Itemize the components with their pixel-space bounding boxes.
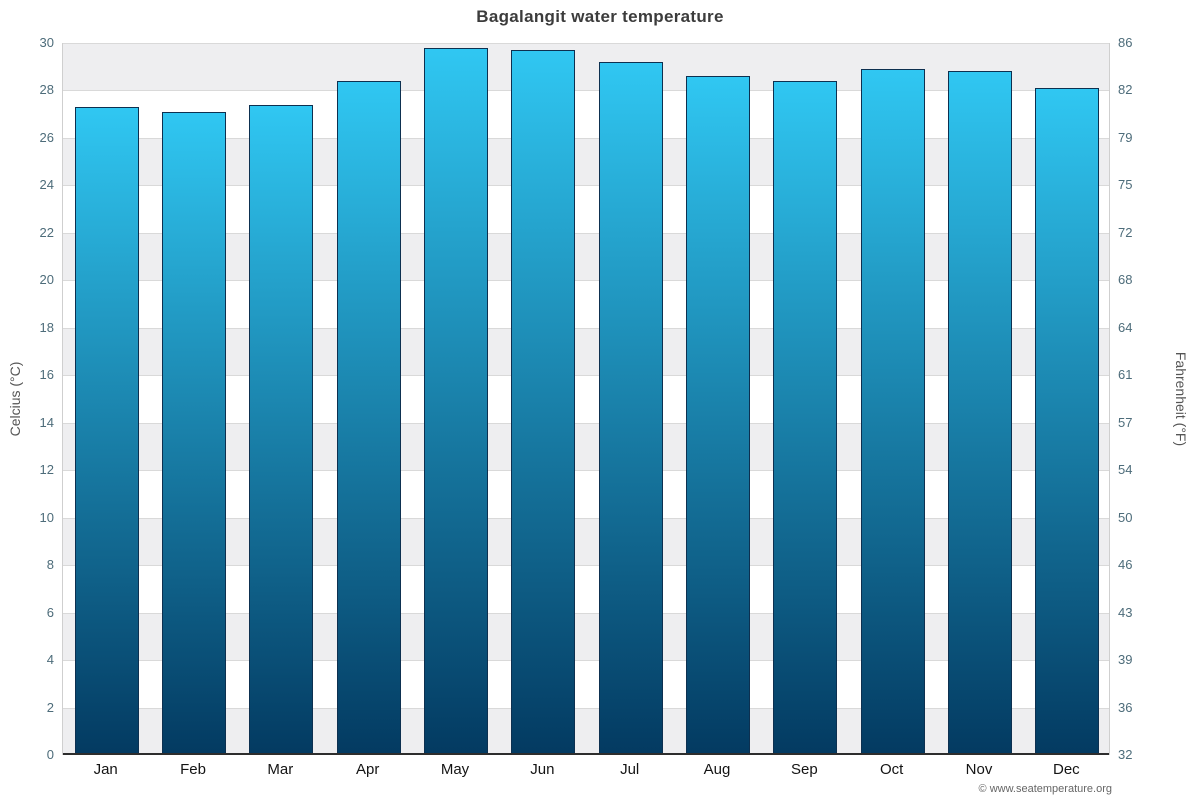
gridline [63, 612, 1109, 614]
gridline [63, 185, 1109, 187]
gridline [63, 232, 1109, 234]
ytick-celsius: 26 [39, 129, 54, 145]
plot-band [63, 707, 1109, 755]
bar-dec [1035, 88, 1100, 755]
xtick-jun: Jun [530, 761, 555, 778]
ytick-fahrenheit: 75 [1118, 177, 1133, 193]
ytick-celsius: 22 [39, 224, 54, 240]
xtick-feb: Feb [180, 761, 206, 778]
gridline [63, 375, 1109, 377]
gridline [63, 280, 1109, 282]
xtick-dec: Dec [1052, 761, 1080, 778]
xtick-jan: Jan [93, 761, 118, 778]
ytick-fahrenheit: 72 [1118, 224, 1133, 240]
plot-band [63, 185, 1109, 233]
ytick-fahrenheit: 36 [1118, 699, 1133, 715]
ytick-celsius: 28 [39, 82, 54, 98]
plot-band [63, 90, 1109, 138]
ytick-fahrenheit: 43 [1118, 604, 1133, 620]
gridline [63, 43, 1109, 44]
ytick-fahrenheit: 57 [1118, 414, 1133, 430]
plot-band [63, 612, 1109, 661]
plot-band [63, 422, 1109, 471]
ytick-celsius: 8 [46, 557, 54, 573]
ytick-fahrenheit: 86 [1118, 35, 1133, 50]
ytick-celsius: 18 [39, 319, 54, 335]
xtick-jul: Jul [620, 761, 640, 778]
ytick-fahrenheit: 39 [1118, 652, 1133, 668]
plot-area [62, 43, 1110, 755]
plot-band [63, 517, 1109, 566]
ytick-celsius: 12 [39, 462, 54, 478]
ytick-celsius: 16 [39, 367, 54, 383]
ytick-fahrenheit: 46 [1118, 557, 1133, 573]
xtick-nov: Nov [965, 761, 993, 778]
plot-band [63, 660, 1109, 708]
ytick-celsius: 0 [46, 747, 54, 762]
xtick-apr: Apr [355, 761, 380, 778]
gridline [63, 660, 1109, 662]
bar-may [424, 47, 488, 755]
gridline [63, 422, 1109, 424]
ytick-celsius: 20 [39, 272, 54, 288]
bar-apr [336, 80, 401, 755]
bar-aug [686, 76, 750, 755]
ytick-celsius: 30 [39, 35, 54, 50]
plot-band [63, 137, 1109, 186]
xtick-aug: Aug [703, 761, 731, 778]
ytick-fahrenheit: 61 [1118, 367, 1133, 383]
bar-mar [249, 104, 314, 755]
plot-band [63, 280, 1109, 328]
bar-feb [162, 111, 226, 755]
xtick-mar: Mar [267, 761, 294, 778]
plot-band [63, 375, 1109, 423]
gridline [63, 470, 1109, 472]
ytick-fahrenheit: 50 [1118, 509, 1133, 525]
plot-band [63, 232, 1109, 281]
gridline [63, 565, 1109, 567]
copyright-link[interactable]: © www.seatemperature.org [978, 783, 1112, 795]
bar-nov [948, 71, 1012, 755]
bar-sep [773, 80, 838, 755]
ytick-fahrenheit: 79 [1118, 129, 1133, 145]
xtick-may: May [440, 761, 470, 778]
ytick-celsius: 4 [46, 652, 54, 668]
ytick-fahrenheit: 64 [1118, 319, 1133, 335]
ytick-celsius: 24 [39, 177, 54, 193]
ytick-celsius: 6 [46, 604, 54, 620]
gridline [63, 707, 1109, 709]
bar-jun [511, 50, 576, 755]
ytick-celsius: 10 [39, 509, 54, 525]
ytick-fahrenheit: 54 [1118, 462, 1133, 478]
gridline [63, 137, 1109, 139]
gridline [63, 90, 1109, 92]
bar-oct [860, 69, 925, 755]
y-axis-label-fahrenheit: Fahrenheit (°F) [1173, 351, 1189, 447]
plot-band [63, 470, 1109, 518]
plot-band [63, 565, 1109, 613]
ytick-fahrenheit: 82 [1118, 82, 1133, 98]
bar-jul [598, 61, 663, 755]
xtick-oct: Oct [879, 761, 904, 778]
gridline [63, 517, 1109, 519]
gridline [63, 327, 1109, 329]
plot-band [63, 43, 1109, 91]
chart-title: Bagalangit water temperature [476, 7, 724, 26]
ytick-fahrenheit: 68 [1118, 272, 1133, 288]
xtick-sep: Sep [790, 761, 818, 778]
bar-jan [74, 107, 139, 755]
x-axis-line [63, 753, 1109, 755]
ytick-celsius: 2 [46, 699, 54, 715]
plot-band [63, 327, 1109, 376]
ytick-fahrenheit: 32 [1118, 747, 1133, 762]
ytick-celsius: 14 [39, 414, 54, 430]
